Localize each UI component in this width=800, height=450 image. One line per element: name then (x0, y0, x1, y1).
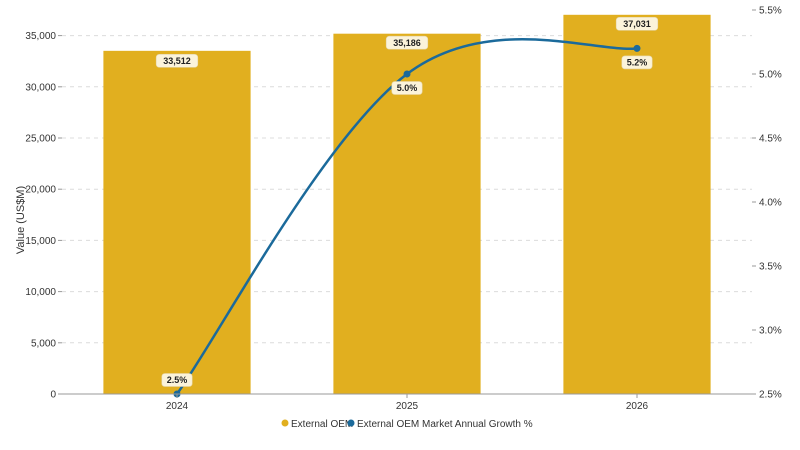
legend-marker-bars (281, 419, 289, 427)
y-tick-label: 0 (50, 390, 56, 401)
y-tick-label: 20,000 (25, 185, 56, 196)
data-label-background (161, 373, 193, 387)
x-tick-label: 2025 (396, 401, 419, 412)
y2-tick-label: 3.5% (759, 262, 782, 273)
legend: External OEM External OEM Market Annual … (281, 419, 533, 430)
y-tick-label: 30,000 (25, 82, 56, 93)
bar-series (103, 14, 711, 395)
bar-data-label: 35,186 (385, 35, 429, 50)
y-tick-label: 5,000 (31, 338, 56, 349)
y2-tick-label: 5.5% (759, 6, 782, 17)
bar (563, 14, 711, 395)
data-label-text: 5.2% (627, 58, 648, 68)
y2-tick-label: 3.0% (759, 326, 782, 337)
data-label-background (155, 54, 199, 68)
y-tick-label: 25,000 (25, 134, 56, 145)
bar (103, 50, 251, 394)
y-tick-label: 35,000 (25, 31, 56, 42)
legend-item-bars[interactable]: External OEM (281, 419, 354, 430)
line-point (633, 44, 641, 52)
y-tick-label: 15,000 (25, 236, 56, 247)
data-label-text: 2.5% (167, 375, 188, 385)
y2-tick-label: 5.0% (759, 70, 782, 81)
y2-tick-label: 4.0% (759, 198, 782, 209)
legend-label-line: External OEM Market Annual Growth % (357, 419, 533, 430)
data-label-text: 37,031 (623, 19, 651, 29)
legend-label-bars: External OEM (291, 419, 353, 430)
data-label-background (385, 35, 429, 50)
line-point (403, 70, 411, 78)
line-data-label: 2.5% (161, 373, 193, 387)
y-tick-label: 10,000 (25, 287, 56, 298)
data-label-background (621, 55, 653, 70)
bar-data-label: 33,512 (155, 54, 199, 68)
legend-item-line[interactable]: External OEM Market Annual Growth % (347, 419, 533, 430)
legend-marker-line (347, 419, 355, 427)
data-label-text: 35,186 (393, 38, 421, 48)
data-label-background (391, 81, 423, 95)
line-data-label: 5.2% (621, 55, 653, 70)
x-tick-label: 2024 (166, 401, 189, 412)
data-label-background (615, 17, 659, 31)
data-labels: 33,512 35,186 37,031 2.5% 5.0% 5.2% (155, 17, 659, 387)
axes: Value (US$M) 0 5,000 10,000 15,000 20,000 25,… (15, 6, 782, 413)
y2-tick-label: 2.5% (759, 390, 782, 401)
y2-tick-label: 4.5% (759, 134, 782, 145)
bar-data-label: 37,031 (615, 17, 659, 31)
y-axis-title: Value (US$M) (15, 186, 27, 254)
line-data-label: 5.0% (391, 81, 423, 95)
data-label-text: 33,512 (163, 56, 191, 66)
data-label-text: 5.0% (397, 83, 418, 93)
x-tick-label: 2026 (626, 401, 649, 412)
